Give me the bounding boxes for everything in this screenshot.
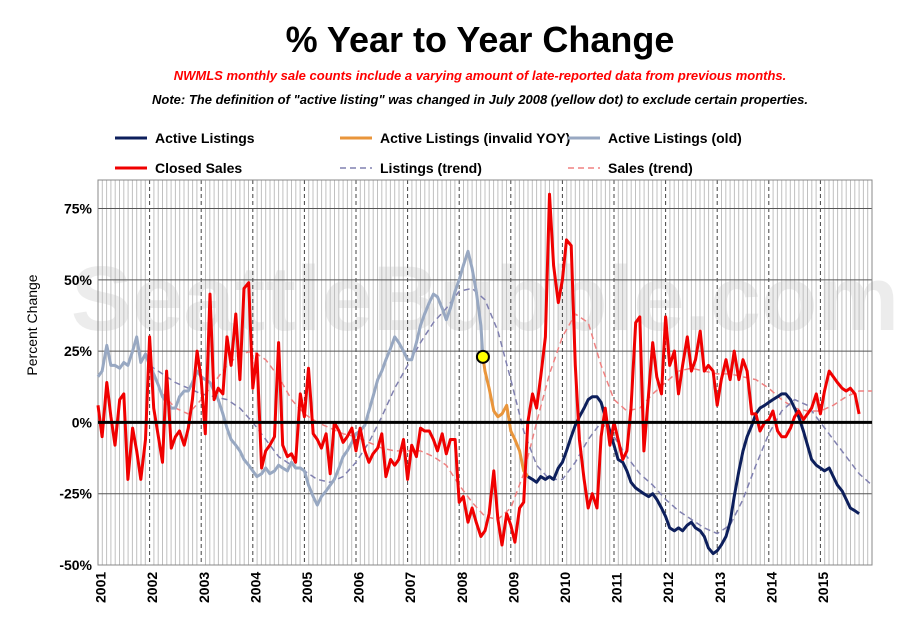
series-active-listings-invalid-yoy xyxy=(481,356,530,478)
x-tick-label: 2013 xyxy=(712,572,728,603)
legend-label-active-listings-invalid-yoy: Active Listings (invalid YOY) xyxy=(380,130,570,146)
series-active-listings xyxy=(527,392,860,556)
legend-label-closed-sales: Closed Sales xyxy=(155,160,242,176)
chart-title: % Year to Year Change xyxy=(286,19,675,60)
x-tick-label: 2008 xyxy=(454,572,470,603)
chart-subtitle-2: Note: The definition of "active listing"… xyxy=(152,92,808,107)
x-tick-label: 2014 xyxy=(763,572,779,603)
x-tick-label: 2012 xyxy=(660,572,676,603)
legend-label-sales-trend: Sales (trend) xyxy=(608,160,693,176)
legend-label-active-listings-old: Active Listings (old) xyxy=(608,130,742,146)
x-tick-label: 2002 xyxy=(144,572,160,603)
x-tick-label: 2015 xyxy=(815,572,831,603)
x-tick-label: 2004 xyxy=(247,572,263,603)
series-closed-sales xyxy=(96,192,861,547)
chart-subtitle-1: NWMLS monthly sale counts include a vary… xyxy=(174,68,787,83)
y-axis-label: Percent Change xyxy=(24,274,40,375)
legend-label-listings-trend: Listings (trend) xyxy=(380,160,482,176)
y-tick-label: 50% xyxy=(64,272,93,288)
highlight-point xyxy=(475,349,490,364)
y-tick-label: -25% xyxy=(59,486,92,502)
legend: Active Listings Active Listings (invalid … xyxy=(115,130,742,176)
x-tick-label: 2003 xyxy=(196,572,212,603)
y-tick-label: 25% xyxy=(64,343,93,359)
y-tick-label: 0% xyxy=(72,414,93,430)
series-active-listings-old xyxy=(96,249,485,507)
x-tick-label: 2009 xyxy=(505,572,521,603)
x-tick-label: 2010 xyxy=(557,572,573,603)
plot-area: SeattleBubble.com75%50%25%0%-25%-50%2001… xyxy=(59,179,899,603)
y-tick-label: 75% xyxy=(64,201,93,217)
series-listings-trend xyxy=(149,287,873,535)
y-tick-label: -50% xyxy=(59,557,92,573)
x-tick-label: 2001 xyxy=(93,572,109,603)
x-tick-label: 2007 xyxy=(402,572,418,603)
x-tick-label: 2011 xyxy=(609,572,625,603)
legend-label-active-listings: Active Listings xyxy=(155,130,255,146)
x-tick-label: 2006 xyxy=(351,572,367,603)
x-tick-label: 2005 xyxy=(299,572,315,603)
plot-frame xyxy=(97,179,873,566)
